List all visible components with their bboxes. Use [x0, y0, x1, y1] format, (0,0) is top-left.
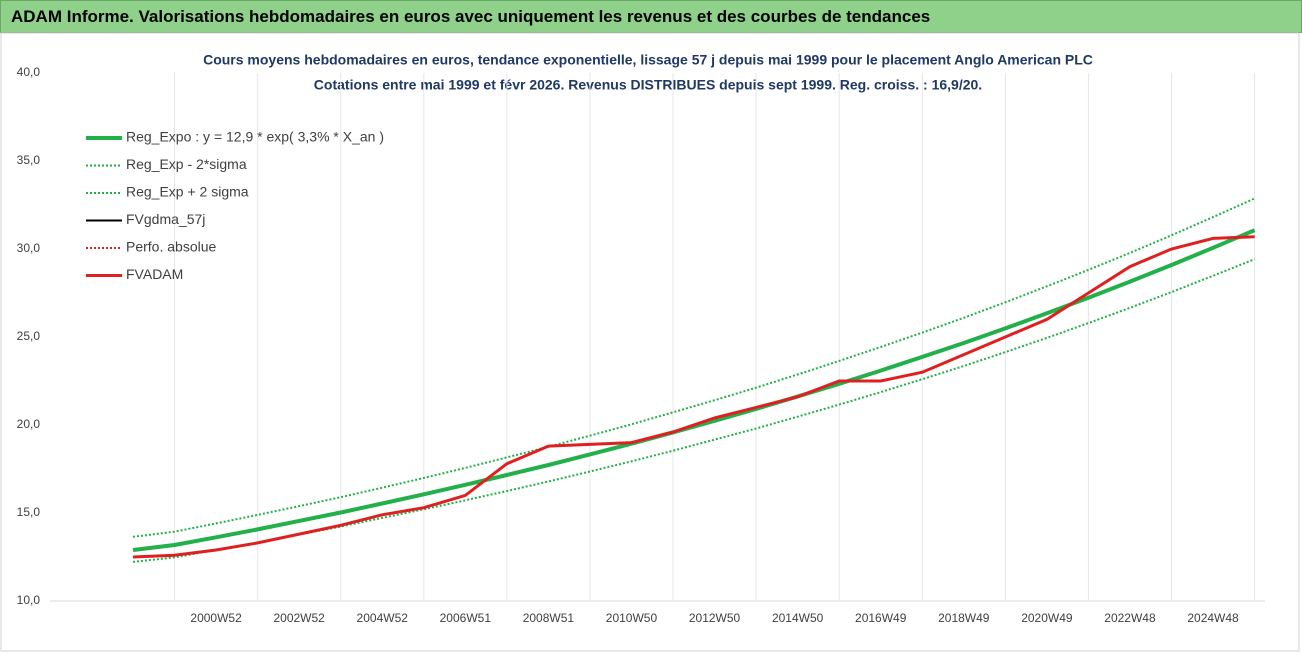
y-tick-label: 15,0 — [17, 505, 41, 519]
x-tick-label: 2018W49 — [938, 611, 990, 625]
series-line — [132, 235, 1255, 559]
x-tick-label: 2012W50 — [689, 611, 741, 625]
y-tick-label: 40,0 — [17, 65, 41, 79]
header-title: ADAM Informe. Valorisations hebdomadaire… — [11, 7, 931, 26]
x-tick-label: 2002W52 — [273, 611, 325, 625]
chart-subtitle: Cotations entre mai 1999 et févr 2026. R… — [314, 77, 982, 93]
x-tick-label: 2020W49 — [1021, 611, 1073, 625]
y-tick-label: 25,0 — [17, 329, 41, 343]
x-tick-label: 2006W51 — [440, 611, 492, 625]
x-tick-label: 2004W52 — [357, 611, 409, 625]
header: ADAM Informe. Valorisations hebdomadaire… — [0, 0, 1302, 33]
x-tick-label: 2008W51 — [523, 611, 575, 625]
x-tick-label: 2000W52 — [190, 611, 242, 625]
x-tick-label: 2014W50 — [772, 611, 824, 625]
series-line — [132, 197, 1256, 538]
x-tick-label: 2010W50 — [606, 611, 658, 625]
y-tick-label: 35,0 — [17, 153, 41, 167]
chart-title: Cours moyens hebdomadaires en euros, ten… — [203, 52, 1093, 68]
x-tick-label: 2022W48 — [1104, 611, 1156, 625]
legend-label: Reg_Exp + 2 sigma — [126, 184, 249, 200]
x-tick-label: 2024W48 — [1187, 611, 1239, 625]
legend-label: FVgdma_57j — [126, 211, 205, 227]
legend-label: Perfo. absolue — [126, 239, 216, 255]
x-tick-label: 2016W49 — [855, 611, 907, 625]
legend-label: Reg_Exp - 2*sigma — [126, 156, 247, 172]
y-tick-label: 20,0 — [17, 417, 41, 431]
chart-area — [0, 32, 1300, 652]
chart: Cours moyens hebdomadaires en euros, ten… — [0, 32, 1300, 652]
legend-label: FVADAM — [126, 266, 183, 282]
y-tick-label: 10,0 — [17, 593, 41, 607]
y-tick-label: 30,0 — [17, 241, 41, 255]
legend-label: Reg_Expo : y = 12,9 * exp( 3,3% * X_an ) — [126, 129, 384, 145]
